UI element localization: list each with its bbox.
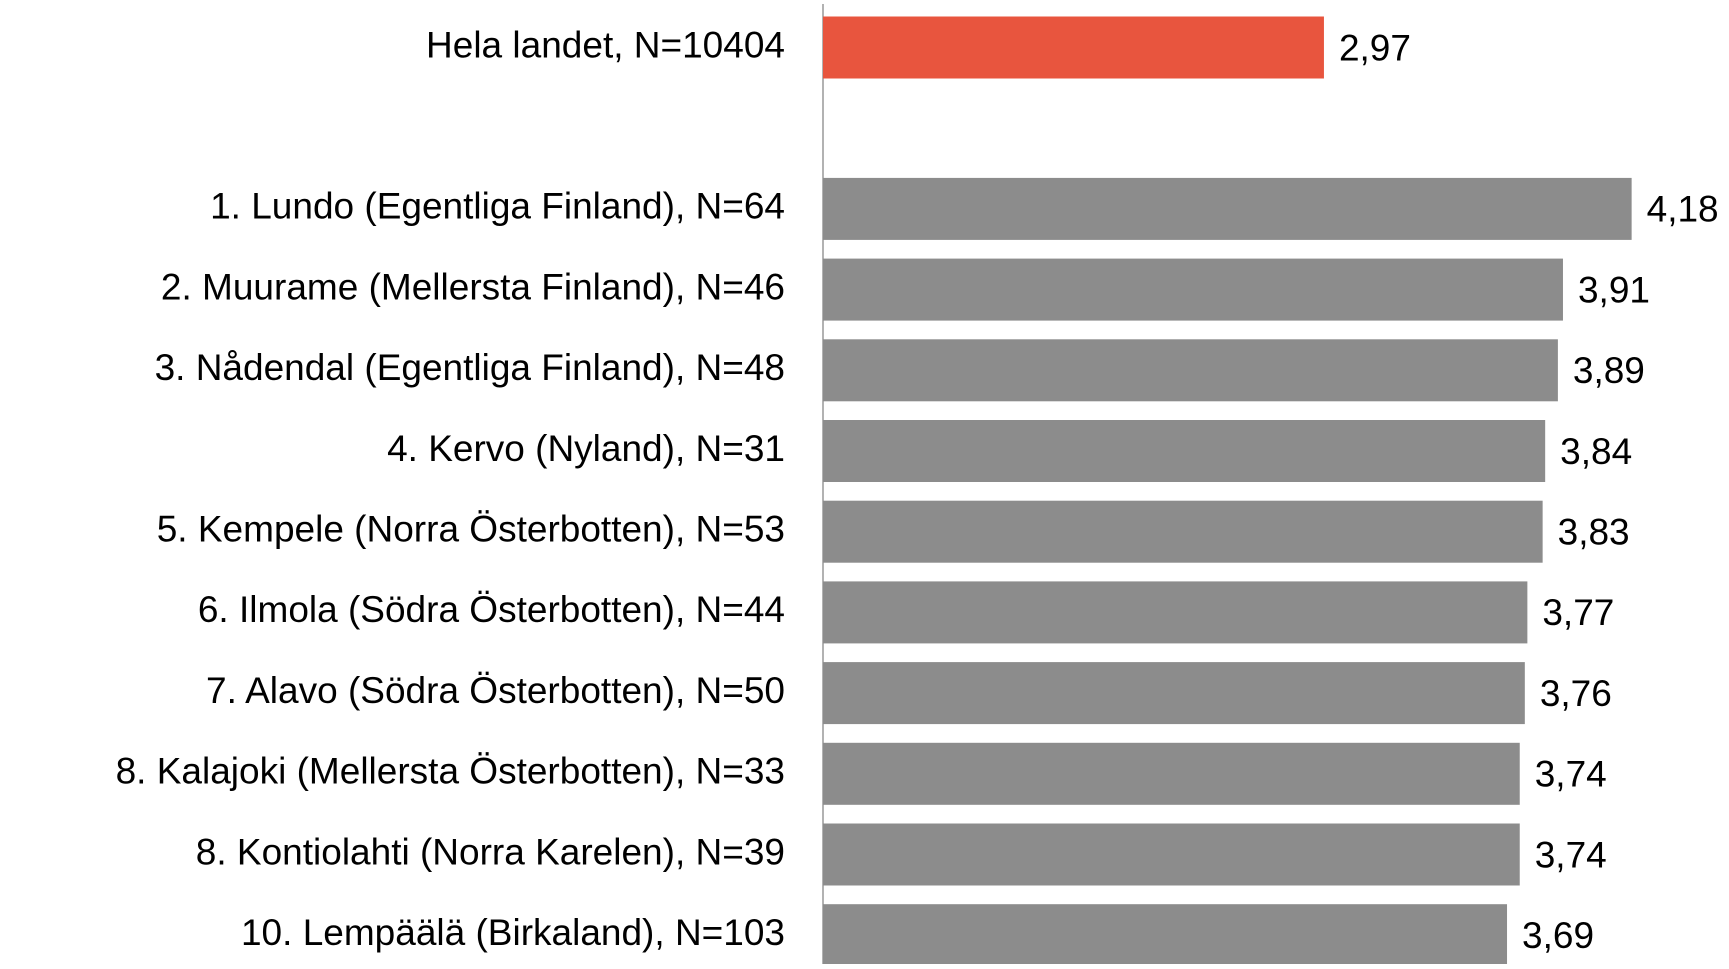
bar bbox=[823, 904, 1508, 967]
bar bbox=[823, 16, 1324, 79]
value-label: 2,97 bbox=[1339, 27, 1411, 68]
category-label: 5. Kempele (Norra Österbotten), N=53 bbox=[157, 508, 785, 549]
bar bbox=[823, 420, 1546, 482]
value-label: 3,91 bbox=[1578, 269, 1650, 310]
bar bbox=[823, 177, 1632, 240]
bar bbox=[823, 742, 1520, 805]
value-label: 3,77 bbox=[1542, 592, 1614, 633]
value-label: 3,74 bbox=[1535, 834, 1607, 875]
category-label: 8. Kontiolahti (Norra Karelen), N=39 bbox=[196, 831, 785, 872]
value-label: 3,74 bbox=[1535, 754, 1607, 795]
value-label: 3,69 bbox=[1522, 915, 1594, 956]
category-label: 2. Muurame (Mellersta Finland), N=46 bbox=[161, 266, 785, 307]
value-label: 3,76 bbox=[1540, 673, 1612, 714]
value-label: 3,84 bbox=[1560, 431, 1632, 472]
category-label: 6. Ilmola (Södra Österbotten), N=44 bbox=[198, 589, 785, 630]
bar bbox=[823, 339, 1558, 402]
value-label: 3,83 bbox=[1558, 511, 1630, 552]
bar bbox=[823, 258, 1563, 321]
bar bbox=[823, 662, 1525, 725]
category-label: 8. Kalajoki (Mellersta Österbotten), N=3… bbox=[116, 751, 785, 792]
bar bbox=[823, 581, 1528, 644]
category-label: Hela landet, N=10404 bbox=[426, 24, 785, 65]
category-label: 10. Lempäälä (Birkaland), N=103 bbox=[241, 912, 785, 953]
bar bbox=[823, 823, 1520, 886]
value-label: 4,18 bbox=[1647, 189, 1719, 230]
category-label: 3. Nådendal (Egentliga Finland), N=48 bbox=[155, 347, 785, 388]
value-label: 3,89 bbox=[1573, 350, 1645, 391]
bar bbox=[823, 500, 1543, 563]
category-label: 4. Kervo (Nyland), N=31 bbox=[387, 428, 785, 469]
category-label: 1. Lundo (Egentliga Finland), N=64 bbox=[210, 186, 785, 227]
category-label: 7. Alavo (Södra Österbotten), N=50 bbox=[206, 670, 785, 711]
